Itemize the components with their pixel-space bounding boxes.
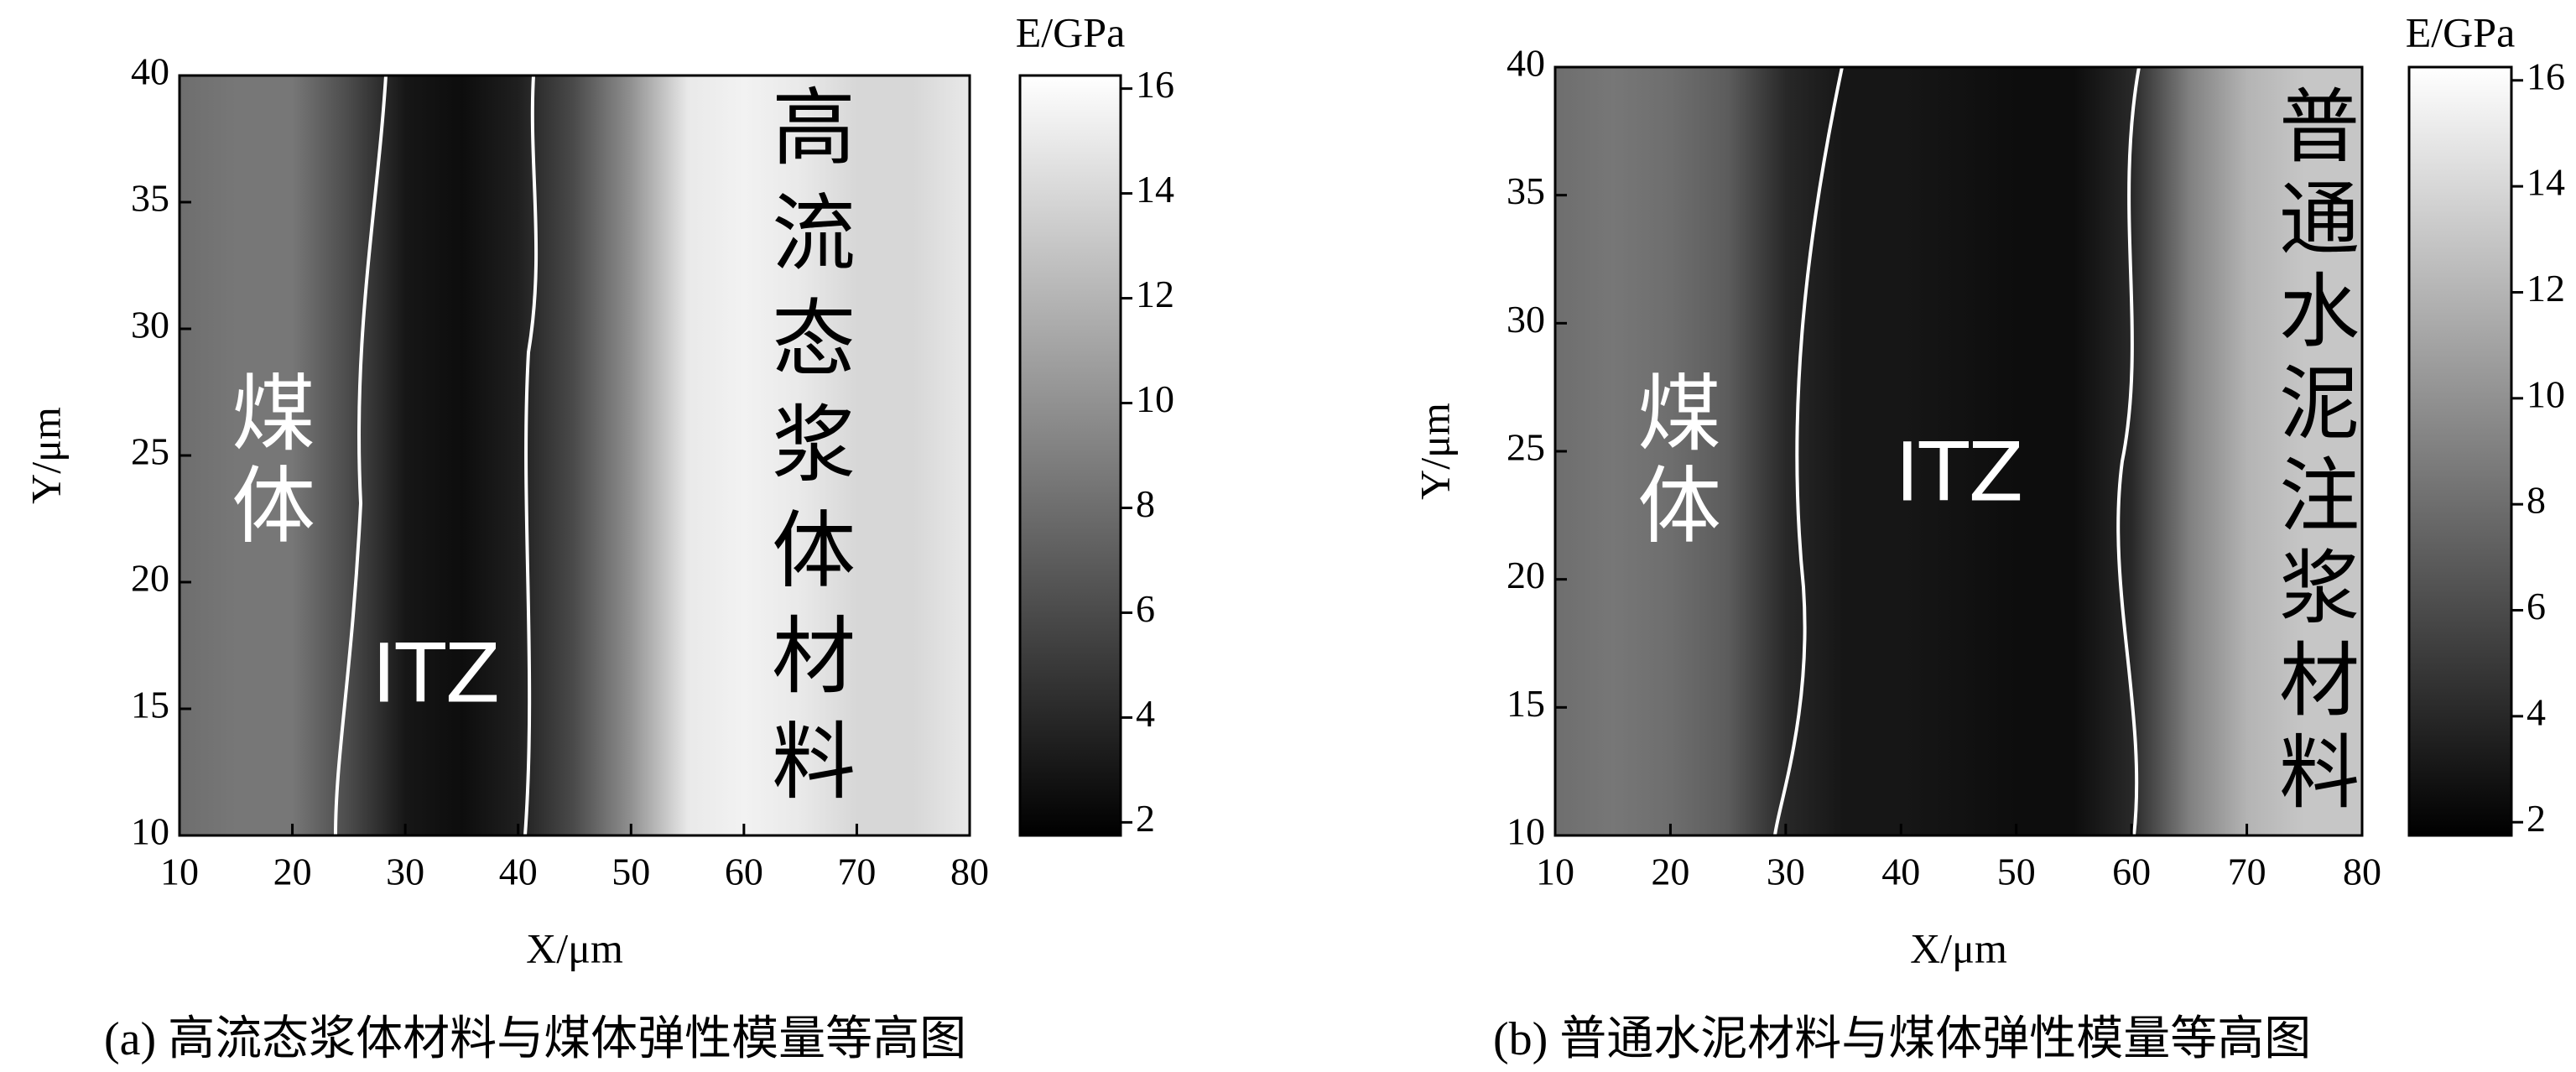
itz-boundary	[523, 75, 539, 836]
colorbar-label: E/GPa	[2406, 8, 2516, 55]
x-axis-label: X/μm	[1910, 924, 2007, 971]
colorbar-tick-label: 12	[1136, 273, 1174, 315]
field-strip	[461, 75, 519, 835]
field-strip	[1670, 67, 1729, 835]
colorbar-tick-label: 4	[1136, 692, 1155, 735]
y-tick-label: 40	[131, 50, 169, 93]
x-tick-label: 80	[2343, 851, 2381, 893]
x-tick-label: 40	[1881, 851, 1920, 893]
colorbar-tick-label: 16	[1136, 63, 1174, 106]
x-tick-label: 40	[499, 851, 538, 893]
x-tick-label: 80	[950, 851, 989, 893]
colorbar-tick-label: 8	[2527, 479, 2546, 522]
y-tick-label: 35	[1507, 169, 1545, 212]
colorbar-label: E/GPa	[1016, 8, 1126, 55]
field-strip	[2246, 67, 2305, 835]
x-tick-label: 30	[386, 851, 424, 893]
field-strip	[236, 75, 294, 835]
field-strip	[800, 75, 857, 835]
field-strip	[856, 75, 914, 835]
field-strip	[1843, 67, 1902, 835]
field-strip	[1901, 67, 1959, 835]
colorbar-tick-label: 12	[2527, 267, 2565, 310]
caption: (b) 普通水泥材料与煤体弹性模量等高图	[1493, 1013, 2311, 1065]
itz-boundary	[334, 75, 388, 836]
x-tick-label: 30	[1767, 851, 1805, 893]
y-tick-label: 10	[131, 810, 169, 853]
field-strip	[1959, 67, 2017, 835]
annotation: ITZ	[372, 627, 501, 721]
colorbar-tick-label: 14	[1136, 168, 1174, 211]
y-tick-label: 20	[131, 557, 169, 600]
x-tick-label: 70	[837, 851, 876, 893]
y-tick-label: 40	[1507, 42, 1545, 85]
x-tick-label: 20	[273, 851, 312, 893]
field-strip	[913, 75, 971, 835]
y-axis-label: Y/μm	[1411, 403, 1458, 500]
x-axis-label: X/μm	[526, 924, 623, 971]
x-tick-label: 70	[2228, 851, 2266, 893]
colorbar-tick-label: 6	[2527, 585, 2546, 627]
field-strip	[743, 75, 801, 835]
field-strip	[1785, 67, 1845, 835]
x-tick-label: 50	[611, 851, 650, 893]
caption: (a) 高流态浆体材料与煤体弹性模量等高图	[104, 1013, 966, 1065]
y-tick-label: 20	[1507, 554, 1545, 596]
field-strip	[2188, 67, 2248, 835]
y-tick-label: 30	[131, 304, 169, 346]
y-tick-label: 25	[1507, 426, 1545, 469]
field-strip	[687, 75, 745, 835]
field-strip	[1728, 67, 1787, 835]
colorbar	[2407, 65, 2513, 837]
field-strip	[2131, 67, 2190, 835]
colorbar-tick-label: 2	[1136, 797, 1155, 840]
field-strip	[1612, 67, 1671, 835]
field-strip	[631, 75, 689, 835]
field-strip	[292, 75, 350, 835]
x-tick-label: 10	[1536, 851, 1574, 893]
annotation: 煤体	[1623, 369, 1721, 554]
x-tick-label: 60	[2112, 851, 2151, 893]
colorbar	[1018, 74, 1122, 837]
annotation: 高流态浆体材料	[757, 83, 856, 823]
x-tick-label: 50	[1997, 851, 2036, 893]
colorbar-tick-label: 10	[1136, 377, 1174, 420]
y-tick-label: 35	[131, 177, 169, 220]
field-strip	[575, 75, 632, 835]
colorbar-tick-label: 8	[1136, 482, 1155, 525]
annotation: ITZ	[1896, 425, 2024, 519]
field-strip	[2304, 67, 2363, 835]
y-tick-label: 10	[1507, 810, 1545, 853]
colorbar-tick-label: 6	[1136, 587, 1155, 630]
colorbar-tick-label: 10	[2527, 372, 2565, 415]
x-tick-label: 60	[725, 851, 763, 893]
itz-boundary	[1773, 66, 1844, 836]
panel: 10 20 30 40 50 60 70 80 10 15 20 25 30 35 40 X/μm Y/μm 2 4…	[1411, 8, 2565, 1064]
colorbar-tick-label: 2	[2527, 797, 2546, 840]
field-strip	[405, 75, 462, 835]
colorbar-tick-label: 16	[2527, 55, 2565, 97]
y-axis-label: Y/μm	[22, 407, 69, 504]
annotation: 普通水泥注浆材料	[2266, 84, 2360, 822]
y-tick-label: 25	[131, 430, 169, 473]
y-tick-label: 15	[131, 684, 169, 726]
itz-boundary	[2116, 66, 2141, 836]
x-tick-label: 20	[1651, 851, 1689, 893]
colorbar-tick-label: 14	[2527, 161, 2565, 204]
x-tick-label: 10	[160, 851, 199, 893]
y-tick-label: 15	[1507, 682, 1545, 725]
panel: 10 20 30 40 50 60 70 80 10 15 20 25 30 35 40 X/μm Y/μm 2 4…	[22, 8, 1174, 1064]
colorbar-tick-label: 4	[2527, 690, 2546, 733]
annotation: 煤体	[217, 369, 315, 554]
y-tick-label: 30	[1507, 298, 1545, 341]
field-strip	[2074, 67, 2132, 835]
field-strip	[2016, 67, 2074, 835]
